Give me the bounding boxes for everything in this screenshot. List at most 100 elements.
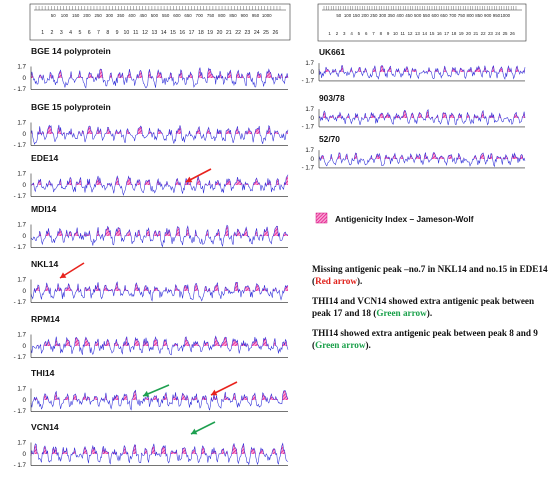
y-tick-label: 1.7	[305, 106, 314, 113]
peak-number: 5	[358, 31, 361, 36]
peak-number: 12	[142, 30, 148, 36]
y-tick-label: 1.7	[305, 147, 314, 154]
ruler-tick-label: 650	[440, 13, 448, 18]
antigenicity-line	[318, 65, 526, 80]
antigenicity-line	[30, 174, 289, 197]
ruler-tick-label: 550	[162, 13, 170, 18]
y-tick-label: 1.7	[17, 440, 26, 447]
peak-number: 24	[254, 30, 260, 36]
y-tick-label: - 1.7	[302, 78, 315, 85]
y-tick-label: 0	[23, 131, 27, 138]
peak-number: 23	[488, 31, 493, 36]
peak-number: 25	[263, 30, 269, 36]
peak-number: 13	[415, 31, 420, 36]
peak-number: 5	[78, 30, 81, 36]
ruler-tick-label: 300	[379, 13, 387, 18]
y-tick-label: 0	[23, 288, 27, 295]
y-tick-label: 1.7	[17, 277, 26, 284]
peak-number: 21	[473, 31, 478, 36]
red-arrow-nkl14	[59, 262, 85, 279]
peak-number: 22	[481, 31, 486, 36]
peak-number: 19	[207, 30, 213, 36]
ruler-frame	[317, 3, 527, 42]
peak-number: 8	[380, 31, 383, 36]
ruler-tick-label: 400	[128, 13, 136, 18]
y-tick-label: 0	[23, 75, 27, 82]
ruler-tick-label: 250	[95, 13, 103, 18]
antigenic-peak-area	[319, 109, 525, 118]
ruler-tick-label: 350	[117, 13, 125, 18]
peak-number: 26	[272, 30, 278, 36]
antigenicity-line	[30, 281, 289, 302]
y-tick-label: 1.7	[17, 386, 26, 393]
ruler-tick-label: 150	[353, 13, 361, 18]
arrow-head	[186, 176, 193, 183]
peak-number: 18	[451, 31, 456, 36]
ruler-right: 50 100 150 200 250 300 350 400 450 500 550 600 650 70…	[317, 3, 527, 42]
y-tick-label: 0	[311, 115, 315, 122]
note-extra-peak-17-18: THI14 and VCN14 showed extra antigenic p…	[312, 296, 535, 318]
panel-plot	[30, 388, 289, 412]
peak-number: 17	[444, 31, 449, 36]
panel-label: UK661	[319, 47, 345, 57]
peak-number: 24	[495, 31, 500, 36]
antigenicity-line	[30, 442, 289, 466]
peak-number: 4	[69, 30, 72, 36]
peak-number: 7	[97, 30, 100, 36]
y-tick-label: 0	[23, 397, 27, 404]
y-tick-label: - 1.7	[14, 142, 27, 149]
ruler-tick-label: 500	[414, 13, 422, 18]
antigenic-peak-area	[31, 443, 288, 454]
panel-label: EDE14	[31, 153, 58, 163]
peak-number: 1	[328, 31, 331, 36]
y-tick-label: 0	[311, 156, 315, 163]
panel-plot	[30, 442, 289, 466]
antigenic-peak-area	[31, 336, 288, 346]
panel-plot	[318, 150, 526, 169]
ruler-tick-label: 150	[72, 13, 80, 18]
peak-number: 6	[365, 31, 368, 36]
panel-axis-labels: 1.7 0 - 1.7	[14, 120, 27, 150]
arrow-head	[143, 390, 150, 397]
antigenic-peak-area	[31, 390, 288, 400]
ruler-tick-label: 300	[106, 13, 114, 18]
y-tick-label: - 1.7	[14, 462, 27, 469]
panel-axis-labels: 1.7 0 - 1.7	[14, 64, 27, 94]
ruler-tick-label: 100	[61, 13, 69, 18]
red-arrow-ede14	[185, 168, 212, 183]
peak-number: 17	[189, 30, 195, 36]
legend-label: Antigenicity Index – Jameson-Wolf	[335, 214, 474, 224]
peak-number: 25	[503, 31, 508, 36]
antigenicity-line	[318, 152, 526, 168]
panel-plot	[30, 334, 289, 358]
panel-label: THI14	[31, 368, 55, 378]
ruler-tick-label: 950	[252, 13, 260, 18]
ruler-tick-label: 1000	[262, 13, 272, 18]
antigenicity-line	[30, 224, 289, 248]
y-tick-label: 0	[311, 69, 315, 76]
peak-number: 14	[161, 30, 167, 36]
peak-number: 2	[336, 31, 339, 36]
peak-number: 20	[217, 30, 223, 36]
peak-number: 10	[124, 30, 130, 36]
panel-axis-labels: 1.7 0 - 1.7	[14, 277, 27, 307]
ruler-tick-label: 650	[184, 13, 192, 18]
peak-number: 3	[343, 31, 346, 36]
ruler-tick-label: 850	[229, 13, 237, 18]
ruler-tick-label: 200	[83, 13, 91, 18]
panel-plot	[30, 279, 289, 303]
ruler-tick-label: 700	[449, 13, 457, 18]
peak-number: 23	[245, 30, 251, 36]
y-tick-label: - 1.7	[302, 165, 315, 172]
ruler-tick-label: 950	[493, 13, 501, 18]
y-tick-label: - 1.7	[14, 86, 27, 93]
y-tick-label: 1.7	[17, 222, 26, 229]
panel-axis-labels: 1.7 0 - 1.7	[14, 440, 27, 470]
ruler-tick-label: 250	[370, 13, 378, 18]
y-tick-label: - 1.7	[14, 354, 27, 361]
antigenicity-line	[30, 335, 289, 356]
ruler-tick-label: 200	[361, 13, 369, 18]
y-tick-label: 0	[23, 451, 27, 458]
ruler-tick-label: 100	[344, 13, 352, 18]
